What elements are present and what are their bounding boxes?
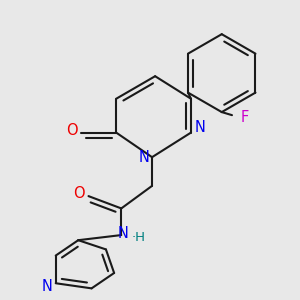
Text: ·H: ·H [132, 231, 146, 244]
Text: N: N [118, 226, 129, 241]
Text: F: F [240, 110, 248, 125]
Text: O: O [66, 123, 78, 138]
Text: N: N [195, 120, 206, 135]
Text: N: N [138, 150, 149, 165]
Text: N: N [42, 279, 53, 294]
Text: O: O [74, 185, 85, 200]
